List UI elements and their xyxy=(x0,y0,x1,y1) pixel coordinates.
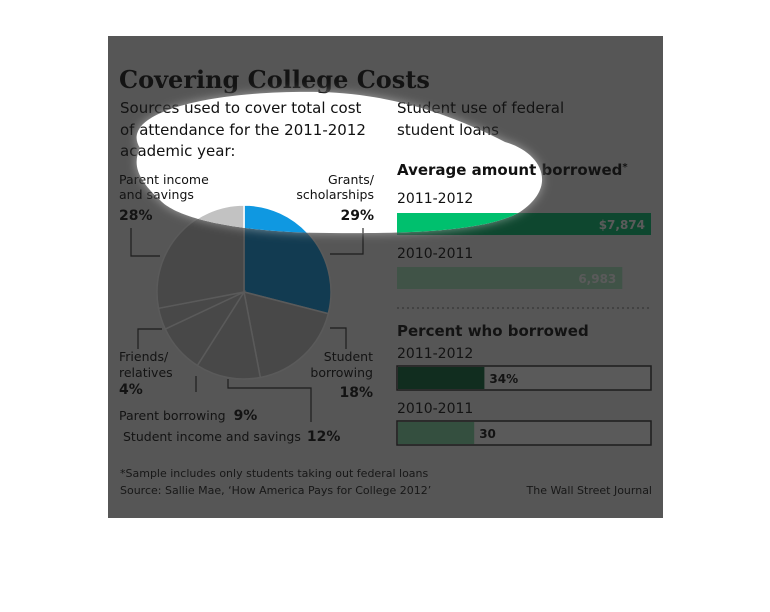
loans-subtitle-line-2: student loans xyxy=(397,121,499,139)
avg-borrowed-2010-2011-label: 2010-2011 xyxy=(397,246,473,262)
avg-borrowed-2011-2012-value: $7,874 xyxy=(599,218,645,232)
avg-borrowed-bar-chart: 2011-2012 $7,874 2010-2011 6,983 xyxy=(397,191,651,289)
pie-label-parent-borrowing-value: 9% xyxy=(234,408,258,424)
avg-borrowed-2011-2012-label: 2011-2012 xyxy=(397,191,473,207)
pie-label-grants-scholarships-value: 29% xyxy=(340,208,374,224)
pie-label-friends-relatives: Friends/relatives xyxy=(119,349,173,380)
pie-label-student-borrowing-line-1: Student xyxy=(324,349,373,364)
pie-label-grants-scholarships-line-1: Grants/ xyxy=(328,172,375,187)
pct-borrowed-2011-2012-value: 34% xyxy=(489,372,518,386)
loans-subtitle-line-1: Student use of federal xyxy=(397,99,564,117)
infographic-svg: Covering College Costs Sources used to c… xyxy=(119,65,652,497)
pie-label-parent-income-and-savings-value: 28% xyxy=(119,208,153,224)
pie-label-friends-relatives-line-2: relatives xyxy=(119,365,173,380)
pct-borrowed-2011-2012-bar xyxy=(398,367,485,389)
pie-label-friends-relatives-value: 4% xyxy=(119,382,143,398)
pct-borrowed-2010-2011-value: 30 xyxy=(479,427,496,441)
loans-subtitle: Student use of federal student loans xyxy=(397,99,569,139)
infographic-card: Covering College Costs Sources used to c… xyxy=(108,36,663,518)
pie-label-grants-scholarships-line-2: scholarships xyxy=(296,187,374,202)
pie-subtitle: Sources used to cover total cost of atte… xyxy=(120,99,371,160)
pie-label-student-income-and-savings-value: 12% xyxy=(307,429,341,445)
avg-borrowed-title: Average amount borrowed* xyxy=(397,161,628,179)
pie-label-student-income-and-savings-line-1: Student income and savings xyxy=(123,429,301,444)
publisher-credit: The Wall Street Journal xyxy=(526,484,652,497)
pie-label-friends-relatives-leader xyxy=(137,328,162,349)
pie-label-friends-relatives-line-1: Friends/ xyxy=(119,349,169,364)
pie-label-student-borrowing-value: 18% xyxy=(339,385,373,401)
pie-subtitle-line-1: Sources used to cover total cost xyxy=(120,99,362,117)
avg-borrowed-title-text: Average amount borrowed xyxy=(397,161,622,179)
pie-subtitle-line-3: academic year: xyxy=(120,142,235,160)
pie-label-parent-income-and-savings: Parent income and savings xyxy=(119,172,209,202)
pie-label-student-income-and-savings: Student income and savings 12% xyxy=(123,429,340,445)
pie-label-grants-scholarships-leader xyxy=(330,228,364,255)
pie-label-student-borrowing-line-2: borrowing xyxy=(310,365,373,380)
pct-borrowed-title: Percent who borrowed xyxy=(397,322,589,340)
pct-borrowed-2010-2011-bar xyxy=(398,422,475,444)
pie-label-parent-borrowing-line-1: Parent borrowing xyxy=(119,408,226,423)
pie-label-parent-income-and-savings-line-1: Parent income xyxy=(119,172,209,187)
pie-subtitle-line-2: of attendance for the 2011-2012 xyxy=(120,121,366,139)
chart-title: Covering College Costs xyxy=(119,65,430,94)
footnote: *Sample includes only students taking ou… xyxy=(120,467,429,480)
pct-borrowed-bar-chart: 2011-2012 34% 2010-2011 30 xyxy=(396,346,652,446)
pie-label-parent-income-and-savings-line-2: and savings xyxy=(119,187,194,202)
pie-label-parent-borrowing: Parent borrowing 9% xyxy=(119,408,257,424)
pie-label-student-borrowing-leader xyxy=(330,327,347,349)
pie-label-parent-income-and-savings-leader xyxy=(130,228,160,257)
pct-borrowed-2011-2012-label: 2011-2012 xyxy=(397,346,473,362)
pie-label-grants-scholarships: Grants/scholarships xyxy=(296,172,374,202)
pie-chart xyxy=(156,204,332,380)
source-line: Source: Sallie Mae, ‘How America Pays fo… xyxy=(120,484,431,497)
pct-borrowed-2010-2011-label: 2010-2011 xyxy=(397,401,473,417)
pie-label-student-borrowing: Student borrowing xyxy=(310,349,373,380)
avg-borrowed-footnote-mark: * xyxy=(622,162,628,173)
avg-borrowed-2010-2011-value: 6,983 xyxy=(578,272,616,286)
pie-slice-parent-income-and-savings xyxy=(156,204,245,310)
